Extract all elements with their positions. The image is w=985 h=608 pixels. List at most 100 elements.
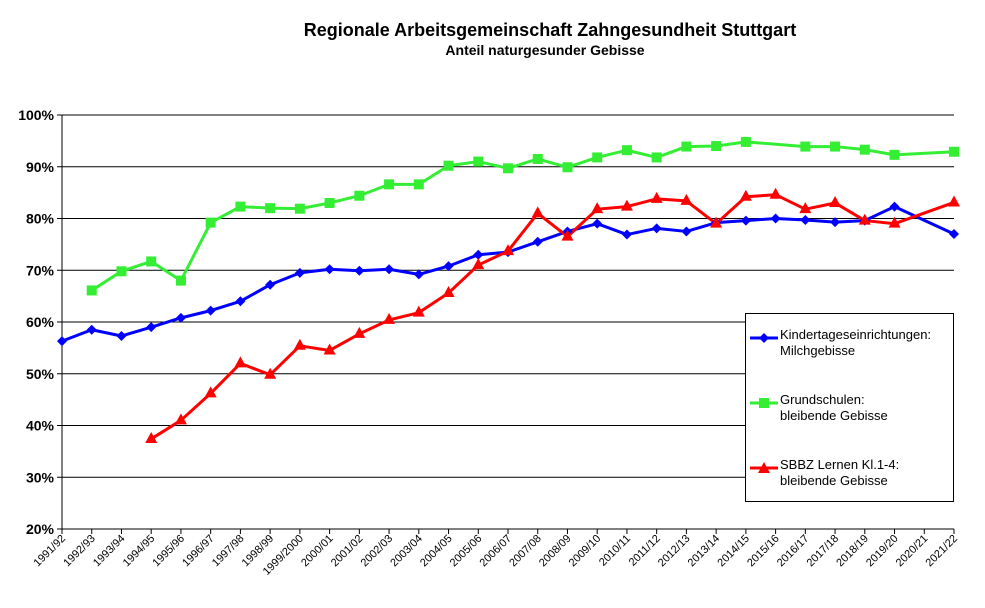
x-tick-label: 1992/93 xyxy=(61,533,98,570)
data-point-square xyxy=(740,136,751,147)
data-point-diamond xyxy=(532,236,543,247)
y-tick-label: 40% xyxy=(26,418,55,434)
data-point-diamond xyxy=(86,324,97,335)
data-point-triangle xyxy=(829,195,842,207)
data-point-square xyxy=(889,149,900,160)
legend-swatch-blue-diamond-icon xyxy=(750,333,778,343)
data-point-diamond xyxy=(740,215,751,226)
data-point-triangle xyxy=(650,191,663,203)
x-tick-label: 2008/09 xyxy=(537,533,574,570)
data-point-diamond xyxy=(770,213,781,224)
x-tick-label: 2019/20 xyxy=(864,533,901,570)
x-tick-label: 2020/21 xyxy=(894,533,931,570)
data-point-diamond xyxy=(116,330,127,341)
data-point-triangle xyxy=(502,244,514,256)
data-point-square xyxy=(86,285,97,296)
data-point-square xyxy=(205,217,216,228)
data-point-triangle xyxy=(858,213,871,225)
data-point-triangle xyxy=(739,189,752,201)
x-tick-label: 2010/11 xyxy=(597,533,633,569)
data-point-triangle xyxy=(710,216,723,228)
y-tick-label: 50% xyxy=(26,366,55,382)
chart-title: Regionale Arbeitsgemeinschaft Zahngesund… xyxy=(303,20,797,40)
data-point-diamond xyxy=(621,229,632,240)
x-tick-label: 2005/06 xyxy=(448,533,485,570)
y-tick-label: 60% xyxy=(26,314,55,330)
data-point-diamond xyxy=(146,322,157,333)
y-tick-label: 90% xyxy=(26,159,55,175)
data-point-triangle xyxy=(323,343,336,355)
data-point-diamond xyxy=(473,249,484,260)
data-point-triangle xyxy=(264,367,277,379)
data-point-triangle xyxy=(353,326,366,338)
data-point-diamond xyxy=(830,217,841,228)
data-point-triangle xyxy=(472,258,485,270)
x-tick-label: 2000/01 xyxy=(299,533,336,570)
data-point-diamond xyxy=(265,279,276,290)
x-tick-label: 1997/98 xyxy=(210,533,247,570)
data-point-square xyxy=(413,179,424,190)
x-tick-label: 2012/13 xyxy=(656,533,693,570)
x-tick-label: 2015/16 xyxy=(745,533,782,570)
legend-label-grundschulen: Grundschulen: bleibende Gebisse xyxy=(780,392,888,423)
legend-label-kita: Kindertageseinrichtungen: Milchgebisse xyxy=(780,327,932,358)
data-point-diamond xyxy=(949,229,959,240)
data-point-diamond xyxy=(57,336,67,347)
data-point-diamond xyxy=(324,264,335,275)
data-point-diamond xyxy=(443,261,454,272)
data-point-diamond xyxy=(681,226,692,237)
data-point-diamond xyxy=(205,305,216,316)
x-tick-label: 2003/04 xyxy=(388,533,425,570)
data-point-diamond xyxy=(592,218,603,229)
data-point-square xyxy=(800,141,811,152)
data-point-square xyxy=(294,203,305,214)
x-tick-label: 2007/08 xyxy=(507,533,544,570)
y-tick-label: 70% xyxy=(26,262,55,278)
data-point-square xyxy=(175,275,186,286)
legend-swatch-red-triangle-icon xyxy=(750,462,778,473)
data-point-triangle xyxy=(383,312,396,324)
x-tick-label: 2006/07 xyxy=(478,533,515,570)
data-point-triangle xyxy=(234,356,247,368)
y-tick-label: 30% xyxy=(26,469,55,485)
data-point-diamond xyxy=(651,223,662,234)
data-point-diamond xyxy=(354,265,365,276)
data-point-triangle xyxy=(145,431,158,443)
data-point-square xyxy=(562,162,573,173)
series-markers xyxy=(57,136,960,443)
axes xyxy=(57,114,955,534)
data-point-diamond xyxy=(235,296,246,307)
data-point-triangle xyxy=(204,386,217,398)
x-tick-label: 2017/18 xyxy=(805,533,842,570)
data-point-square xyxy=(324,197,335,208)
data-point-triangle xyxy=(412,305,425,317)
x-tick-label: 2018/19 xyxy=(834,533,871,570)
x-tick-label: 2014/15 xyxy=(715,533,752,570)
data-point-square xyxy=(384,179,395,190)
data-point-diamond xyxy=(800,215,811,226)
y-axis-tick-labels: 20% 30% 40% 50% 60% 70% 80% 90% 100% xyxy=(18,107,54,537)
x-tick-label: 2016/17 xyxy=(775,533,812,570)
y-tick-label: 80% xyxy=(26,211,55,227)
data-point-diamond xyxy=(175,312,186,323)
data-point-square xyxy=(651,152,662,163)
data-point-square xyxy=(265,203,276,214)
data-point-diamond xyxy=(413,269,424,280)
legend-swatch-green-square-icon xyxy=(750,398,778,408)
data-point-square xyxy=(354,190,365,201)
data-point-triangle xyxy=(620,199,633,211)
data-point-triangle xyxy=(174,413,187,425)
series-line-1 xyxy=(90,140,955,292)
x-tick-label: 2009/10 xyxy=(567,533,604,570)
series-line-0 xyxy=(61,205,955,343)
data-point-square xyxy=(949,146,959,157)
data-point-triangle xyxy=(769,187,782,199)
y-tick-label: 100% xyxy=(18,107,54,123)
y-tick-label: 20% xyxy=(26,521,55,537)
x-axis-tick-labels: 1991/921992/931993/941994/951995/961996/… xyxy=(32,533,961,578)
x-tick-label: 2001/02 xyxy=(329,533,366,570)
data-point-triangle xyxy=(799,202,812,214)
data-point-square xyxy=(592,152,603,163)
data-point-diamond xyxy=(294,267,305,278)
